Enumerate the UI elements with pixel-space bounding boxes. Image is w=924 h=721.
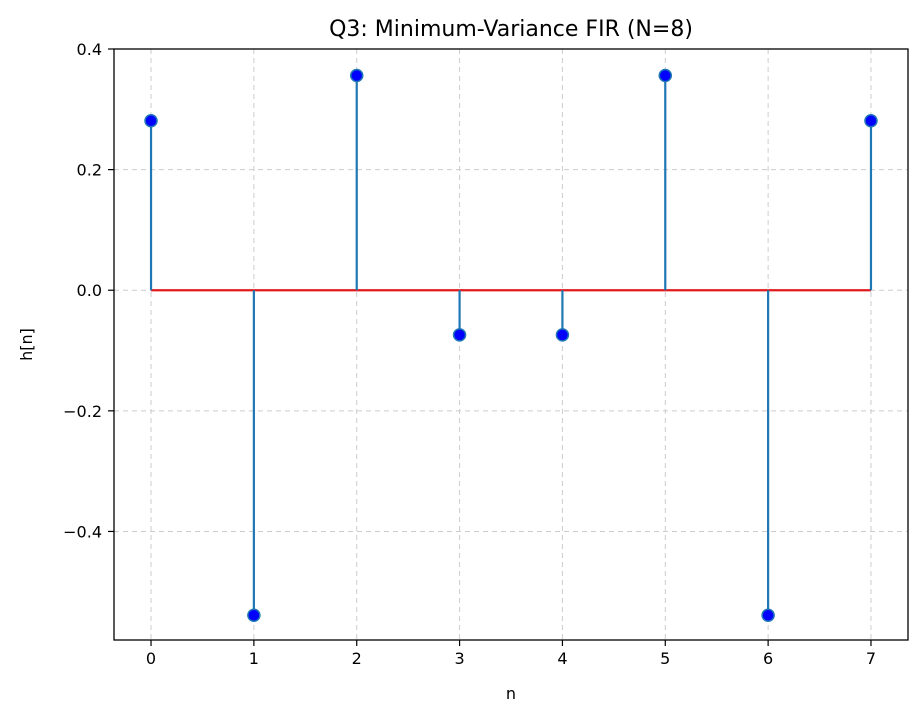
- markers: [144, 68, 878, 623]
- stem-marker: [247, 608, 261, 623]
- y-tick-label: −0.4: [63, 522, 102, 541]
- x-tick-label: 3: [454, 649, 464, 668]
- y-tick-label: −0.2: [63, 402, 102, 421]
- x-tick-label: 4: [557, 649, 567, 668]
- stem-marker: [144, 114, 158, 128]
- y-ticks: 0.4 0.2 0.0 −0.2 −0.4: [63, 40, 114, 541]
- x-tick-label: 5: [660, 649, 670, 668]
- stem-marker: [555, 328, 570, 342]
- x-tick-label: 6: [763, 649, 773, 668]
- y-tick-label: 0.2: [77, 161, 102, 180]
- x-tick-label: 2: [352, 649, 362, 668]
- stem-marker: [658, 68, 673, 83]
- x-ticks: 0 1 2 3 4 5 6 7: [146, 640, 876, 668]
- y-tick-label: 0.4: [77, 40, 102, 59]
- x-tick-label: 0: [146, 649, 156, 668]
- chart-title: Q3: Minimum-Variance FIR (N=8): [329, 17, 693, 42]
- stem-marker: [349, 68, 364, 83]
- y-tick-label: 0.0: [77, 281, 102, 300]
- y-axis-label: h[n]: [17, 328, 36, 361]
- grid: [114, 48, 908, 640]
- x-axis-label: n: [506, 684, 516, 703]
- stems: [149, 75, 873, 616]
- stem-marker: [452, 328, 467, 342]
- plot-frame: [113, 48, 909, 641]
- stem-marker: [864, 114, 878, 128]
- x-tick-label: 7: [866, 649, 876, 668]
- stem-marker: [761, 608, 775, 623]
- x-tick-label: 1: [249, 649, 259, 668]
